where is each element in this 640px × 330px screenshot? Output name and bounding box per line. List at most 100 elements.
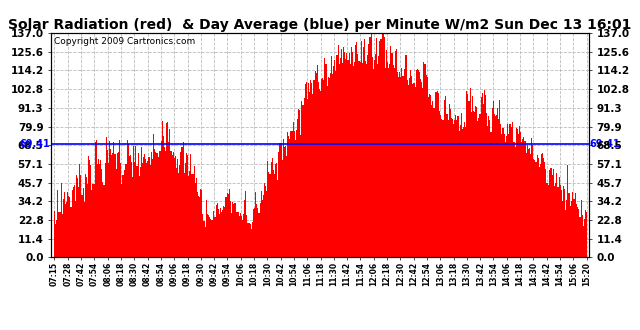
Bar [385,68,386,257]
Bar [521,142,522,257]
Bar [586,212,587,257]
Bar [571,201,572,257]
Bar [466,91,467,257]
Bar [413,83,415,257]
Bar [273,170,274,257]
Bar [63,199,64,257]
Bar [583,226,584,257]
Bar [412,84,413,257]
Bar [119,140,120,257]
Bar [364,39,365,257]
Bar [458,131,460,257]
Bar [277,180,278,257]
Bar [570,206,571,257]
Bar [97,164,98,257]
Bar [329,78,330,257]
Bar [274,174,275,257]
Bar [505,142,506,257]
Bar [234,203,236,257]
Bar [366,64,367,257]
Bar [223,206,225,257]
Bar [430,95,431,257]
Bar [550,168,551,257]
Bar [403,76,404,257]
Bar [564,189,565,257]
Bar [386,50,387,257]
Bar [343,47,344,257]
Bar [182,142,184,257]
Bar [566,200,568,257]
Bar [55,224,56,257]
Bar [172,155,173,257]
Bar [548,170,550,257]
Bar [110,149,111,257]
Bar [201,190,202,257]
Bar [76,175,77,257]
Bar [228,189,230,257]
Bar [508,134,509,257]
Bar [424,64,426,257]
Bar [164,147,165,257]
Bar [547,183,548,257]
Bar [538,158,539,257]
Bar [230,201,231,257]
Bar [298,109,299,257]
Bar [300,135,301,257]
Bar [240,214,241,257]
Bar [486,113,487,257]
Bar [288,136,289,257]
Bar [493,114,495,257]
Bar [542,153,543,257]
Bar [218,209,219,257]
Bar [129,156,130,257]
Bar [380,39,381,257]
Bar [330,74,331,257]
Bar [472,96,473,257]
Bar [318,82,319,257]
Bar [186,152,187,257]
Bar [532,145,533,257]
Bar [432,101,433,257]
Bar [204,221,205,257]
Bar [334,60,335,257]
Bar [506,136,507,257]
Bar [396,49,397,257]
Bar [311,83,312,257]
Bar [435,92,436,257]
Bar [540,164,541,257]
Bar [372,69,374,257]
Bar [394,68,395,257]
Bar [322,78,323,257]
Bar [216,205,217,257]
Bar [134,162,135,257]
Bar [278,152,279,257]
Bar [515,147,516,257]
Bar [332,74,333,257]
Bar [407,80,408,257]
Bar [284,148,285,257]
Bar [317,65,318,257]
Bar [259,213,260,257]
Bar [207,214,208,257]
Bar [574,199,575,257]
Bar [511,127,513,257]
Bar [428,97,429,257]
Bar [252,222,253,257]
Bar [287,132,288,257]
Bar [395,51,396,257]
Bar [460,125,461,257]
Bar [220,208,221,257]
Bar [64,192,65,257]
Bar [479,115,481,257]
Bar [551,168,552,257]
Bar [301,101,303,257]
Bar [83,188,84,257]
Bar [140,167,141,257]
Bar [193,166,195,257]
Bar [580,200,582,257]
Bar [280,143,282,257]
Bar [389,64,390,257]
Bar [231,213,232,257]
Bar [106,137,107,257]
Bar [528,148,529,257]
